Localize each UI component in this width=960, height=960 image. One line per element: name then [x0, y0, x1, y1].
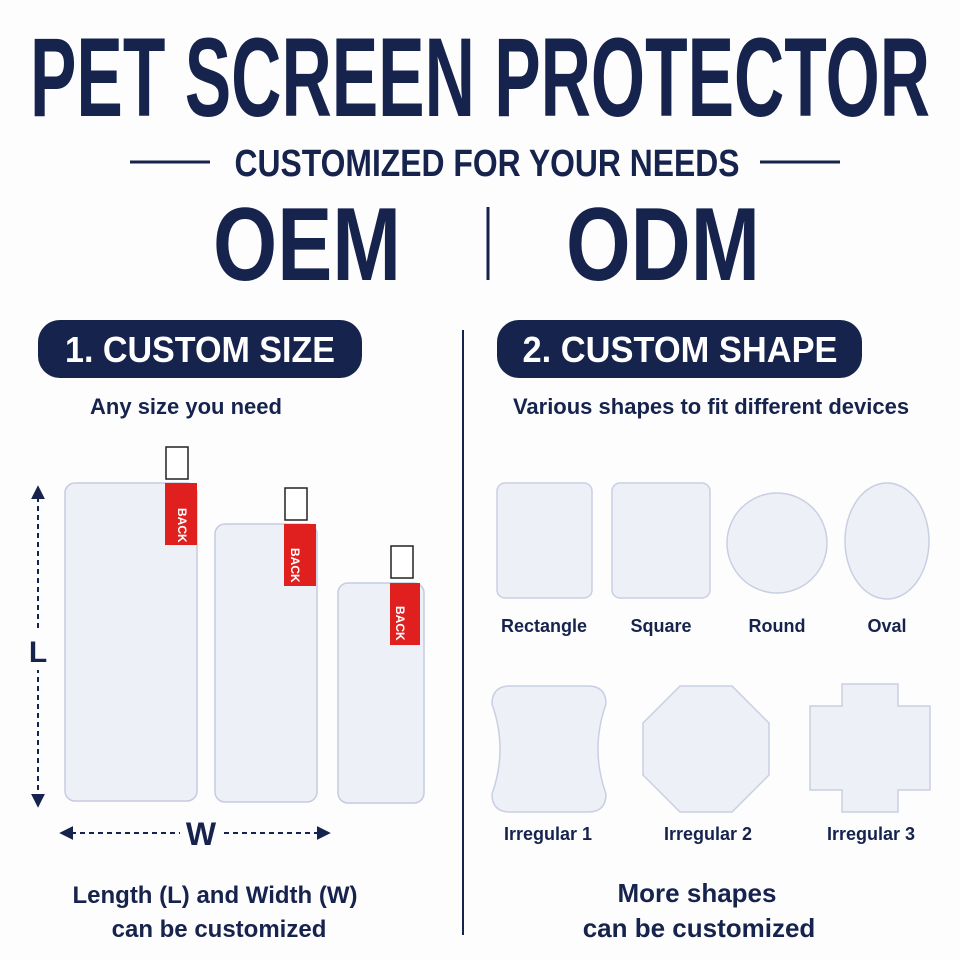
shape-rectangle: [496, 482, 593, 599]
shape-label: Irregular 2: [664, 824, 752, 844]
footer: can be customized: [112, 916, 327, 943]
shape-label: Square: [630, 616, 691, 636]
tab: [284, 524, 316, 586]
footer: can be customized: [583, 913, 816, 943]
protector: [64, 482, 198, 802]
tab-icon: [165, 446, 189, 480]
tab-label: BACK: [393, 606, 407, 641]
subtitle: CUSTOMIZED FOR YOUR NEEDS: [235, 143, 740, 185]
shape-round: [726, 492, 828, 594]
label-bg: [180, 816, 222, 852]
shape-label: Oval: [867, 616, 906, 636]
tab-label: BACK: [175, 508, 189, 543]
tab-icon: [284, 487, 308, 521]
oem: OEM: [213, 187, 401, 303]
tab-label: BACK: [288, 548, 302, 583]
footer: Length (L) and Width (W): [72, 882, 357, 909]
length-label: L: [29, 636, 47, 669]
shape-square: [611, 482, 711, 599]
heading-pill: [497, 320, 862, 378]
label-bg: [26, 632, 52, 670]
shape-label: Irregular 1: [504, 824, 592, 844]
width-label: W: [186, 816, 217, 852]
caption: Various shapes to fit different devices: [513, 394, 909, 419]
shape-irregular-2: [642, 685, 770, 813]
tab-icon: [390, 545, 414, 579]
shape-oval: [844, 482, 930, 600]
footer: More shapes: [618, 878, 777, 908]
tab: [165, 483, 197, 545]
protector: [214, 523, 318, 803]
heading-pill: [38, 320, 362, 378]
shape-irregular-3: [809, 683, 931, 813]
shape-label: Rectangle: [501, 616, 587, 636]
shape-label: Round: [749, 616, 806, 636]
shape-irregular-1: [491, 685, 607, 813]
tab: [390, 583, 420, 645]
caption: Any size you need: [90, 394, 282, 419]
protectors: BACK BACK BACK: [64, 446, 425, 804]
odm: ODM: [566, 187, 760, 303]
shape-label: Irregular 3: [827, 824, 915, 844]
heading: 2. CUSTOM SHAPE: [523, 329, 838, 370]
title: PET SCREEN PROTECTOR: [30, 15, 930, 140]
heading: 1. CUSTOM SIZE: [65, 329, 335, 370]
